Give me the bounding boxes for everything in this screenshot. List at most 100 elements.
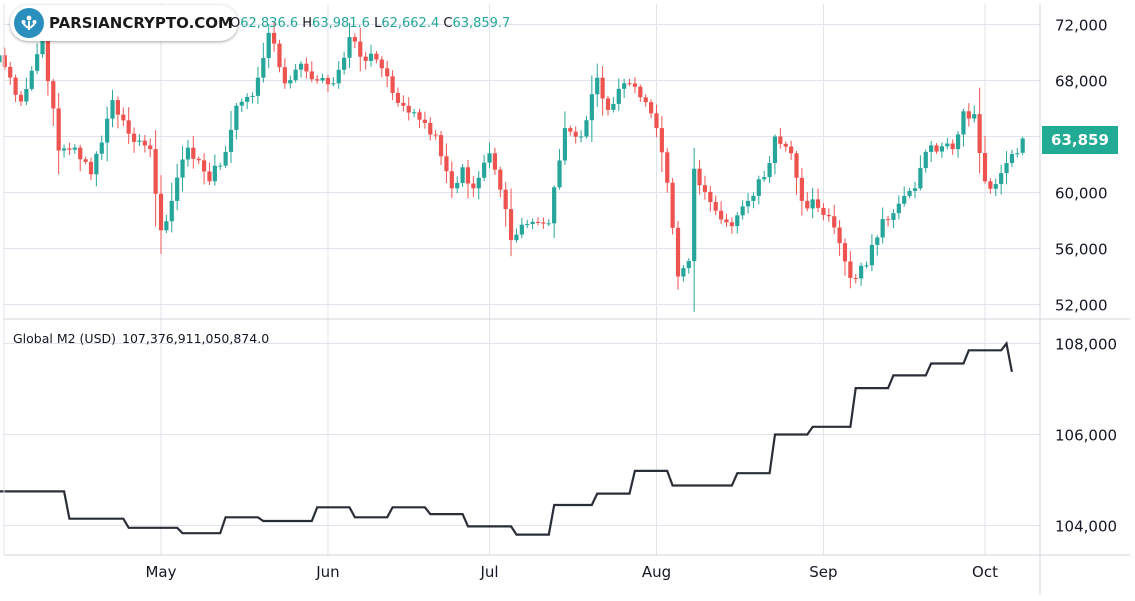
candle-body bbox=[455, 182, 460, 189]
candle-body bbox=[261, 58, 266, 78]
candle-body bbox=[148, 145, 153, 150]
candle-body bbox=[681, 268, 686, 277]
candle-body bbox=[395, 92, 401, 103]
candle-body bbox=[842, 243, 848, 262]
candle-body bbox=[912, 188, 918, 191]
candle-body bbox=[363, 56, 368, 61]
candle-body bbox=[756, 179, 761, 196]
candle-body bbox=[611, 103, 616, 110]
grid-lines bbox=[4, 4, 1040, 555]
candle-body bbox=[1004, 163, 1009, 174]
candle-body bbox=[180, 159, 185, 178]
candle-body bbox=[29, 70, 34, 89]
m2-line-series bbox=[0, 340, 1013, 536]
candle-body bbox=[837, 227, 842, 244]
price-candles bbox=[0, 21, 1025, 312]
candle-body bbox=[185, 147, 191, 160]
candle-body bbox=[115, 100, 121, 115]
candle-body bbox=[789, 146, 794, 154]
x-tick-label: Jun bbox=[315, 563, 339, 581]
candle-body bbox=[982, 152, 988, 182]
candle-body bbox=[207, 171, 212, 182]
candle-body bbox=[578, 136, 584, 138]
candle-body bbox=[191, 147, 196, 159]
candle-body bbox=[627, 83, 632, 85]
candle-body bbox=[245, 97, 250, 102]
m2-tick-label: 104,000 bbox=[1055, 518, 1117, 536]
candle-body bbox=[223, 151, 228, 166]
candle-body bbox=[880, 219, 885, 238]
candle-body bbox=[266, 32, 271, 59]
candle-body bbox=[444, 156, 449, 172]
candle-body bbox=[702, 185, 708, 192]
candle-body bbox=[665, 152, 670, 183]
candle-body bbox=[719, 210, 724, 220]
candle-body bbox=[67, 148, 72, 150]
candle-body bbox=[600, 77, 605, 99]
candle-body bbox=[751, 195, 756, 201]
ohlc-high-label: H bbox=[302, 16, 313, 31]
candle-body bbox=[740, 206, 745, 216]
candle-body bbox=[0, 55, 2, 63]
candle-body bbox=[724, 219, 729, 223]
candle-body bbox=[250, 95, 255, 98]
candle-body bbox=[218, 165, 223, 167]
candle-body bbox=[298, 63, 304, 70]
candle-body bbox=[993, 184, 998, 189]
candle-body bbox=[88, 161, 94, 175]
x-tick-label: Sep bbox=[809, 563, 837, 581]
candle-body bbox=[573, 131, 578, 137]
candle-body bbox=[126, 120, 131, 134]
ohlc-close: 63,859.7 bbox=[452, 16, 511, 31]
candle-body bbox=[288, 80, 293, 84]
candle-body bbox=[228, 129, 234, 152]
candle-body bbox=[508, 209, 514, 241]
candle-body bbox=[385, 68, 390, 77]
candle-body bbox=[347, 37, 352, 58]
candle-body bbox=[595, 77, 600, 95]
watermark-logo: PARSIANCRYPTO.COM bbox=[10, 5, 238, 41]
axes: MayJunJulAugSepOct72,00068,00064,00060,0… bbox=[3, 4, 1130, 595]
candle-body bbox=[875, 237, 880, 245]
candle-body bbox=[552, 187, 557, 224]
candle-body bbox=[142, 140, 147, 146]
candle-body bbox=[622, 83, 627, 89]
candle-body bbox=[605, 98, 611, 110]
price-tick-label: 60,000 bbox=[1055, 185, 1108, 203]
ohlc-readout: O62,836.6 H63,981.6 L62,662.4 C63,859.7 bbox=[230, 16, 510, 31]
candle-body bbox=[374, 53, 379, 60]
candle-body bbox=[471, 183, 476, 189]
ohlc-low-label: L bbox=[374, 16, 382, 31]
candle-body bbox=[546, 223, 551, 225]
candle-body bbox=[530, 221, 535, 225]
candle-body bbox=[675, 227, 681, 277]
watermark-text: PARSIANCRYPTO.COM bbox=[49, 14, 233, 32]
m2-tick-label: 108,000 bbox=[1055, 336, 1117, 354]
candle-body bbox=[368, 53, 374, 61]
candle-body bbox=[320, 77, 325, 81]
candle-body bbox=[729, 222, 734, 227]
candle-body bbox=[412, 112, 417, 114]
candle-body bbox=[616, 88, 621, 104]
x-tick-label: Jul bbox=[479, 563, 498, 581]
candle-body bbox=[670, 182, 675, 228]
candle-body bbox=[562, 128, 568, 161]
candle-body bbox=[72, 147, 77, 150]
candle-body bbox=[422, 119, 427, 123]
x-tick-label: May bbox=[145, 563, 176, 581]
price-tick-label: 56,000 bbox=[1055, 241, 1108, 259]
candle-body bbox=[923, 151, 928, 169]
candle-body bbox=[304, 63, 309, 72]
candle-body bbox=[482, 162, 487, 178]
candle-body bbox=[83, 159, 88, 162]
candle-body bbox=[255, 77, 261, 96]
candle-body bbox=[972, 114, 977, 119]
candle-body bbox=[315, 79, 320, 81]
candle-body bbox=[568, 128, 573, 132]
candle-body bbox=[557, 160, 562, 188]
candle-body bbox=[999, 173, 1004, 185]
candle-body bbox=[686, 261, 691, 269]
m2-legend-name: Global M2 (USD) bbox=[13, 331, 117, 346]
candle-body bbox=[767, 163, 772, 178]
